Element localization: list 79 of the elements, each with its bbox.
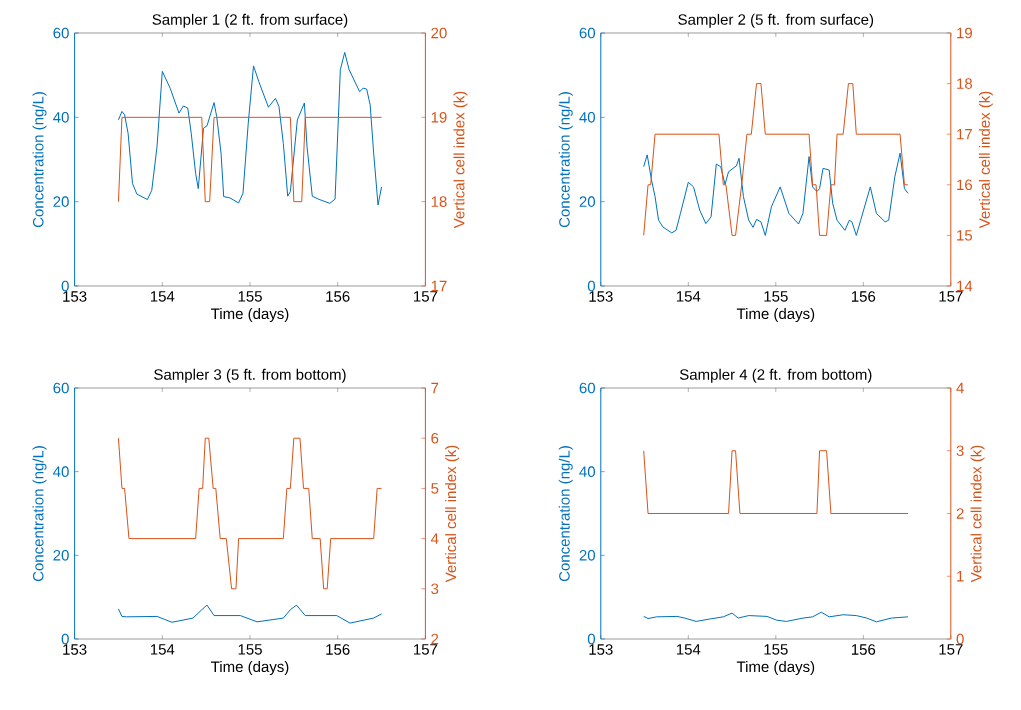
x-tick-label: 156 [851, 644, 876, 655]
y2-axis-title: Vertical cell index (k) [970, 445, 985, 583]
y2-tick-label: 20 [431, 27, 447, 39]
x-tick-label: 155 [238, 291, 262, 302]
y-tick-label: 0 [61, 280, 69, 292]
y-axis-title: Concentration (ng/L) [32, 92, 47, 228]
y-tick-label: 0 [61, 633, 69, 645]
y2-axis-title: Vertical cell index (k) [445, 445, 460, 583]
x-tick-label: 154 [676, 291, 701, 302]
x-tick-label: 157 [414, 291, 438, 302]
y2-tick-label: 16 [957, 179, 973, 191]
x-axis-title: Time (days) [211, 308, 289, 322]
y2-tick-label: 19 [957, 27, 972, 39]
y-tick-label: 40 [53, 112, 69, 123]
chart-title: Sampler 1 (2 ft. from surface) [152, 13, 348, 28]
y2-tick-label: 6 [431, 432, 439, 444]
y2-tick-label: 19 [431, 112, 447, 123]
x-tick-label: 153 [63, 291, 87, 302]
y-tick-label: 40 [579, 112, 596, 123]
y2-tick-label: 4 [430, 533, 439, 544]
y2-tick-label: 18 [431, 196, 447, 207]
y-axis-title: Concentration (ng/L) [558, 446, 573, 582]
y2-tick-label: 15 [957, 230, 973, 241]
x-tick-label: 156 [851, 291, 876, 302]
y-tick-label: 20 [579, 550, 596, 561]
y2-tick-label: 2 [956, 508, 964, 519]
y2-tick-label: 3 [956, 445, 964, 457]
y-tick-label: 60 [579, 382, 596, 394]
y2-tick-label: 5 [431, 483, 439, 494]
y-tick-label: 20 [579, 196, 596, 207]
chart-title: Sampler 2 (5 ft. from surface) [678, 13, 874, 28]
line-series [643, 152, 909, 236]
chart-title: Sampler 4 (2 ft. from bottom) [679, 368, 872, 383]
x-tick-label: 153 [589, 291, 613, 302]
x-tick-label: 156 [326, 644, 350, 655]
y-tick-label: 40 [579, 466, 596, 477]
y-tick-label: 60 [579, 27, 596, 39]
x-tick-label: 157 [939, 644, 963, 655]
x-tick-label: 156 [326, 291, 350, 302]
line-series [643, 611, 909, 623]
y-tick-label: 40 [53, 466, 69, 477]
x-tick-label: 154 [150, 291, 175, 302]
y-axis-title: Concentration (ng/L) [558, 92, 573, 228]
x-tick-label: 157 [939, 291, 963, 302]
y-tick-label: 60 [53, 382, 69, 394]
y-tick-label: 20 [53, 196, 69, 207]
y-tick-label: 0 [587, 633, 596, 645]
y2-tick-label: 17 [431, 280, 447, 292]
line-series [117, 604, 383, 624]
y-tick-label: 20 [53, 550, 69, 561]
y2-tick-label: 18 [957, 78, 973, 89]
y2-tick-label: 1 [957, 571, 964, 582]
x-tick-label: 155 [238, 644, 262, 655]
y2-tick-label: 4 [956, 382, 964, 394]
x-axis-title: Time (days) [736, 661, 815, 675]
line-series [117, 437, 383, 590]
y2-tick-label: 0 [956, 633, 964, 645]
x-tick-label: 155 [764, 291, 788, 302]
y2-axis-title: Vertical cell index (k) [978, 91, 993, 229]
x-axis-title: Time (days) [736, 308, 815, 322]
x-tick-label: 153 [63, 644, 87, 655]
x-tick-label: 154 [150, 644, 175, 655]
line-series [643, 83, 909, 236]
y2-tick-label: 2 [431, 633, 439, 645]
y2-tick-label: 3 [431, 583, 439, 595]
y2-tick-label: 17 [957, 129, 972, 140]
x-tick-label: 155 [764, 644, 788, 655]
y-tick-label: 0 [587, 280, 596, 292]
y2-axis-title: Vertical cell index (k) [453, 91, 468, 229]
y2-tick-label: 14 [957, 280, 973, 292]
chart-title: Sampler 3 (5 ft. from bottom) [154, 368, 346, 383]
y-tick-label: 60 [53, 27, 69, 39]
x-tick-label: 154 [676, 644, 701, 655]
line-series [117, 51, 383, 206]
y2-tick-label: 7 [431, 382, 439, 394]
x-axis-title: Time (days) [211, 661, 289, 675]
x-tick-label: 153 [589, 644, 613, 655]
x-tick-label: 157 [414, 644, 438, 655]
y-axis-title: Concentration (ng/L) [32, 446, 47, 582]
